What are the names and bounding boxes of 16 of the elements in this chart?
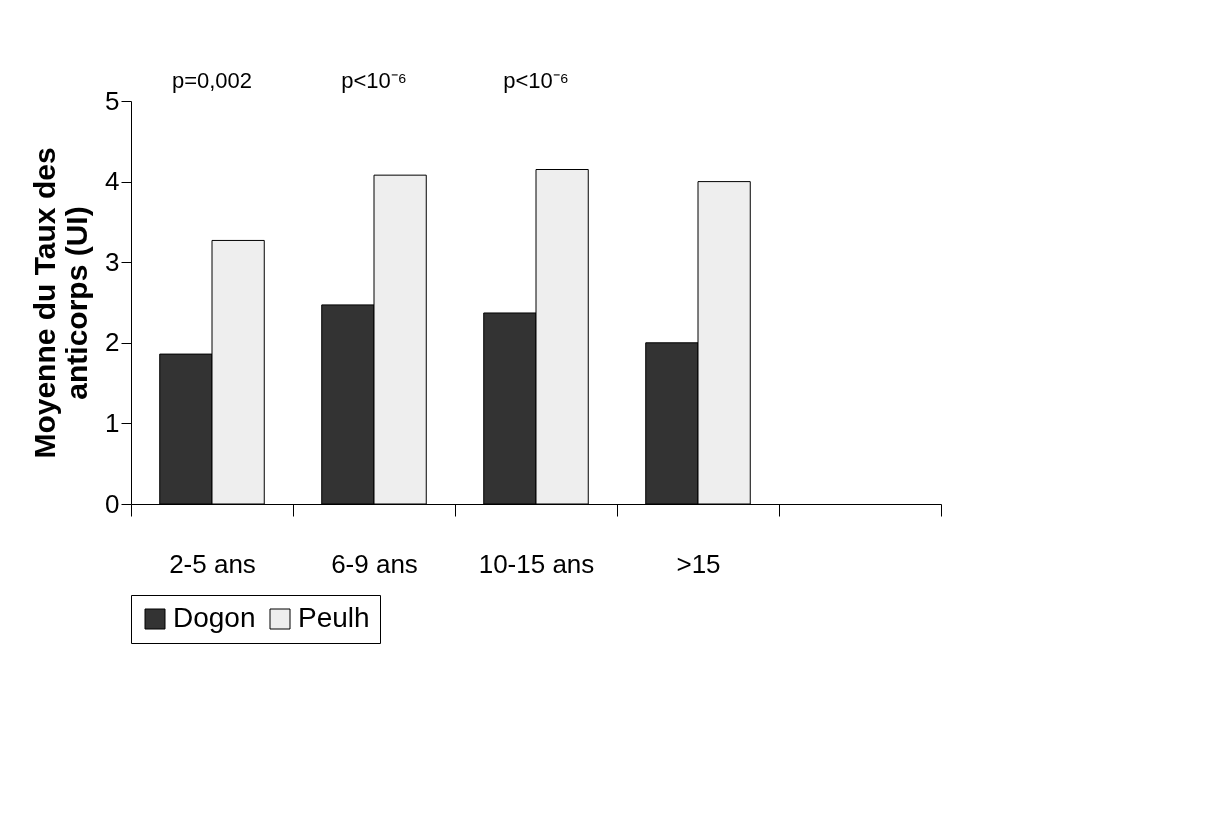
- text: p<10⁻⁶: [341, 68, 407, 93]
- x-tick-label: 2-5 ans: [169, 548, 256, 579]
- y-tick-label: 4: [105, 166, 120, 197]
- x-tick-label: 10-15 ans: [478, 548, 595, 579]
- y-tick-label: 3: [105, 246, 120, 277]
- x-tick-label: 6-9 ans: [331, 548, 418, 579]
- legend-label: Peulh: [298, 602, 370, 633]
- text: p=0,002: [171, 68, 253, 93]
- x-tick-label: >15: [676, 548, 721, 579]
- text: p<10⁻⁶: [503, 68, 569, 93]
- y-axis-title: Moyenne du Taux des anticorps (UI): [28, 147, 94, 459]
- y-tick-label: 1: [105, 407, 120, 438]
- y-tick-label: 2: [105, 327, 120, 358]
- y-tick-label: 0: [105, 488, 120, 519]
- y-tick-label: 5: [105, 85, 120, 116]
- legend-label: Dogon: [173, 602, 256, 633]
